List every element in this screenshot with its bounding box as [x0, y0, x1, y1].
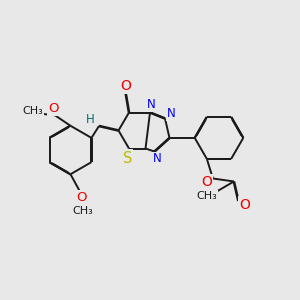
- Text: O: O: [77, 191, 87, 204]
- Text: O: O: [201, 175, 212, 189]
- Text: S: S: [123, 151, 132, 166]
- Text: CH₃: CH₃: [22, 106, 43, 116]
- Text: CH₃: CH₃: [196, 190, 217, 201]
- Text: N: N: [147, 98, 156, 111]
- Text: O: O: [120, 79, 131, 93]
- Text: H: H: [86, 113, 95, 126]
- Text: N: N: [152, 152, 161, 166]
- Text: O: O: [48, 102, 59, 115]
- Text: N: N: [167, 106, 176, 120]
- Text: CH₃: CH₃: [72, 206, 93, 216]
- Text: O: O: [239, 198, 250, 212]
